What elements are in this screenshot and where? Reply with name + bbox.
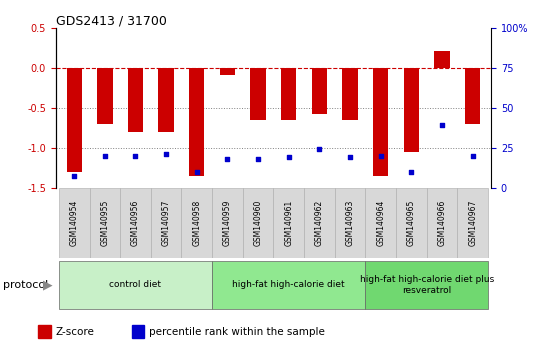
Text: GSM140967: GSM140967 xyxy=(468,200,477,246)
Point xyxy=(345,154,354,160)
FancyBboxPatch shape xyxy=(151,188,181,258)
Bar xyxy=(403,68,419,152)
FancyBboxPatch shape xyxy=(120,188,151,258)
FancyBboxPatch shape xyxy=(59,188,89,258)
FancyBboxPatch shape xyxy=(335,188,365,258)
Point xyxy=(100,153,109,159)
Bar xyxy=(66,68,82,172)
Point xyxy=(468,153,477,159)
FancyBboxPatch shape xyxy=(273,188,304,258)
Bar xyxy=(39,325,51,338)
Text: GSM140958: GSM140958 xyxy=(193,200,201,246)
Text: GSM140957: GSM140957 xyxy=(162,200,171,246)
Point xyxy=(284,154,293,160)
Point xyxy=(315,147,324,152)
FancyBboxPatch shape xyxy=(365,188,396,258)
FancyBboxPatch shape xyxy=(59,261,212,309)
Point xyxy=(223,156,232,162)
FancyBboxPatch shape xyxy=(212,188,243,258)
Text: Z-score: Z-score xyxy=(56,327,94,337)
Point xyxy=(162,152,171,157)
Text: GSM140964: GSM140964 xyxy=(376,200,385,246)
FancyBboxPatch shape xyxy=(243,188,273,258)
Text: GSM140959: GSM140959 xyxy=(223,200,232,246)
Text: GSM140962: GSM140962 xyxy=(315,200,324,246)
Bar xyxy=(132,325,144,338)
Point xyxy=(376,153,385,159)
Text: protocol: protocol xyxy=(3,280,48,290)
Bar xyxy=(220,68,235,75)
Bar xyxy=(281,68,296,120)
Bar xyxy=(158,68,174,132)
Text: GSM140955: GSM140955 xyxy=(100,200,109,246)
Text: GSM140960: GSM140960 xyxy=(253,200,263,246)
Text: GSM140954: GSM140954 xyxy=(70,200,79,246)
FancyBboxPatch shape xyxy=(427,188,458,258)
Text: percentile rank within the sample: percentile rank within the sample xyxy=(149,327,325,337)
FancyBboxPatch shape xyxy=(181,188,212,258)
Bar xyxy=(465,68,480,124)
Text: GSM140956: GSM140956 xyxy=(131,200,140,246)
FancyBboxPatch shape xyxy=(212,261,365,309)
Bar xyxy=(189,68,204,176)
Point xyxy=(131,153,140,159)
FancyBboxPatch shape xyxy=(396,188,427,258)
Bar xyxy=(343,68,358,120)
Bar xyxy=(312,68,327,114)
Text: GSM140961: GSM140961 xyxy=(284,200,294,246)
Point xyxy=(407,169,416,175)
Text: control diet: control diet xyxy=(109,280,161,290)
Text: high-fat high-calorie diet: high-fat high-calorie diet xyxy=(233,280,345,290)
Point xyxy=(193,169,201,175)
Bar xyxy=(251,68,266,120)
Point xyxy=(254,156,263,162)
Bar xyxy=(373,68,388,176)
Point xyxy=(70,173,79,179)
Text: GSM140965: GSM140965 xyxy=(407,200,416,246)
Bar xyxy=(128,68,143,132)
FancyBboxPatch shape xyxy=(89,188,120,258)
Text: GSM140966: GSM140966 xyxy=(437,200,446,246)
Text: high-fat high-calorie diet plus
resveratrol: high-fat high-calorie diet plus resverat… xyxy=(359,275,494,295)
FancyBboxPatch shape xyxy=(365,261,488,309)
Bar xyxy=(434,51,450,68)
Bar xyxy=(97,68,113,124)
Text: ▶: ▶ xyxy=(42,279,52,291)
Text: GSM140963: GSM140963 xyxy=(345,200,354,246)
Text: GDS2413 / 31700: GDS2413 / 31700 xyxy=(56,14,167,27)
FancyBboxPatch shape xyxy=(458,188,488,258)
Point xyxy=(437,123,446,129)
FancyBboxPatch shape xyxy=(304,188,335,258)
